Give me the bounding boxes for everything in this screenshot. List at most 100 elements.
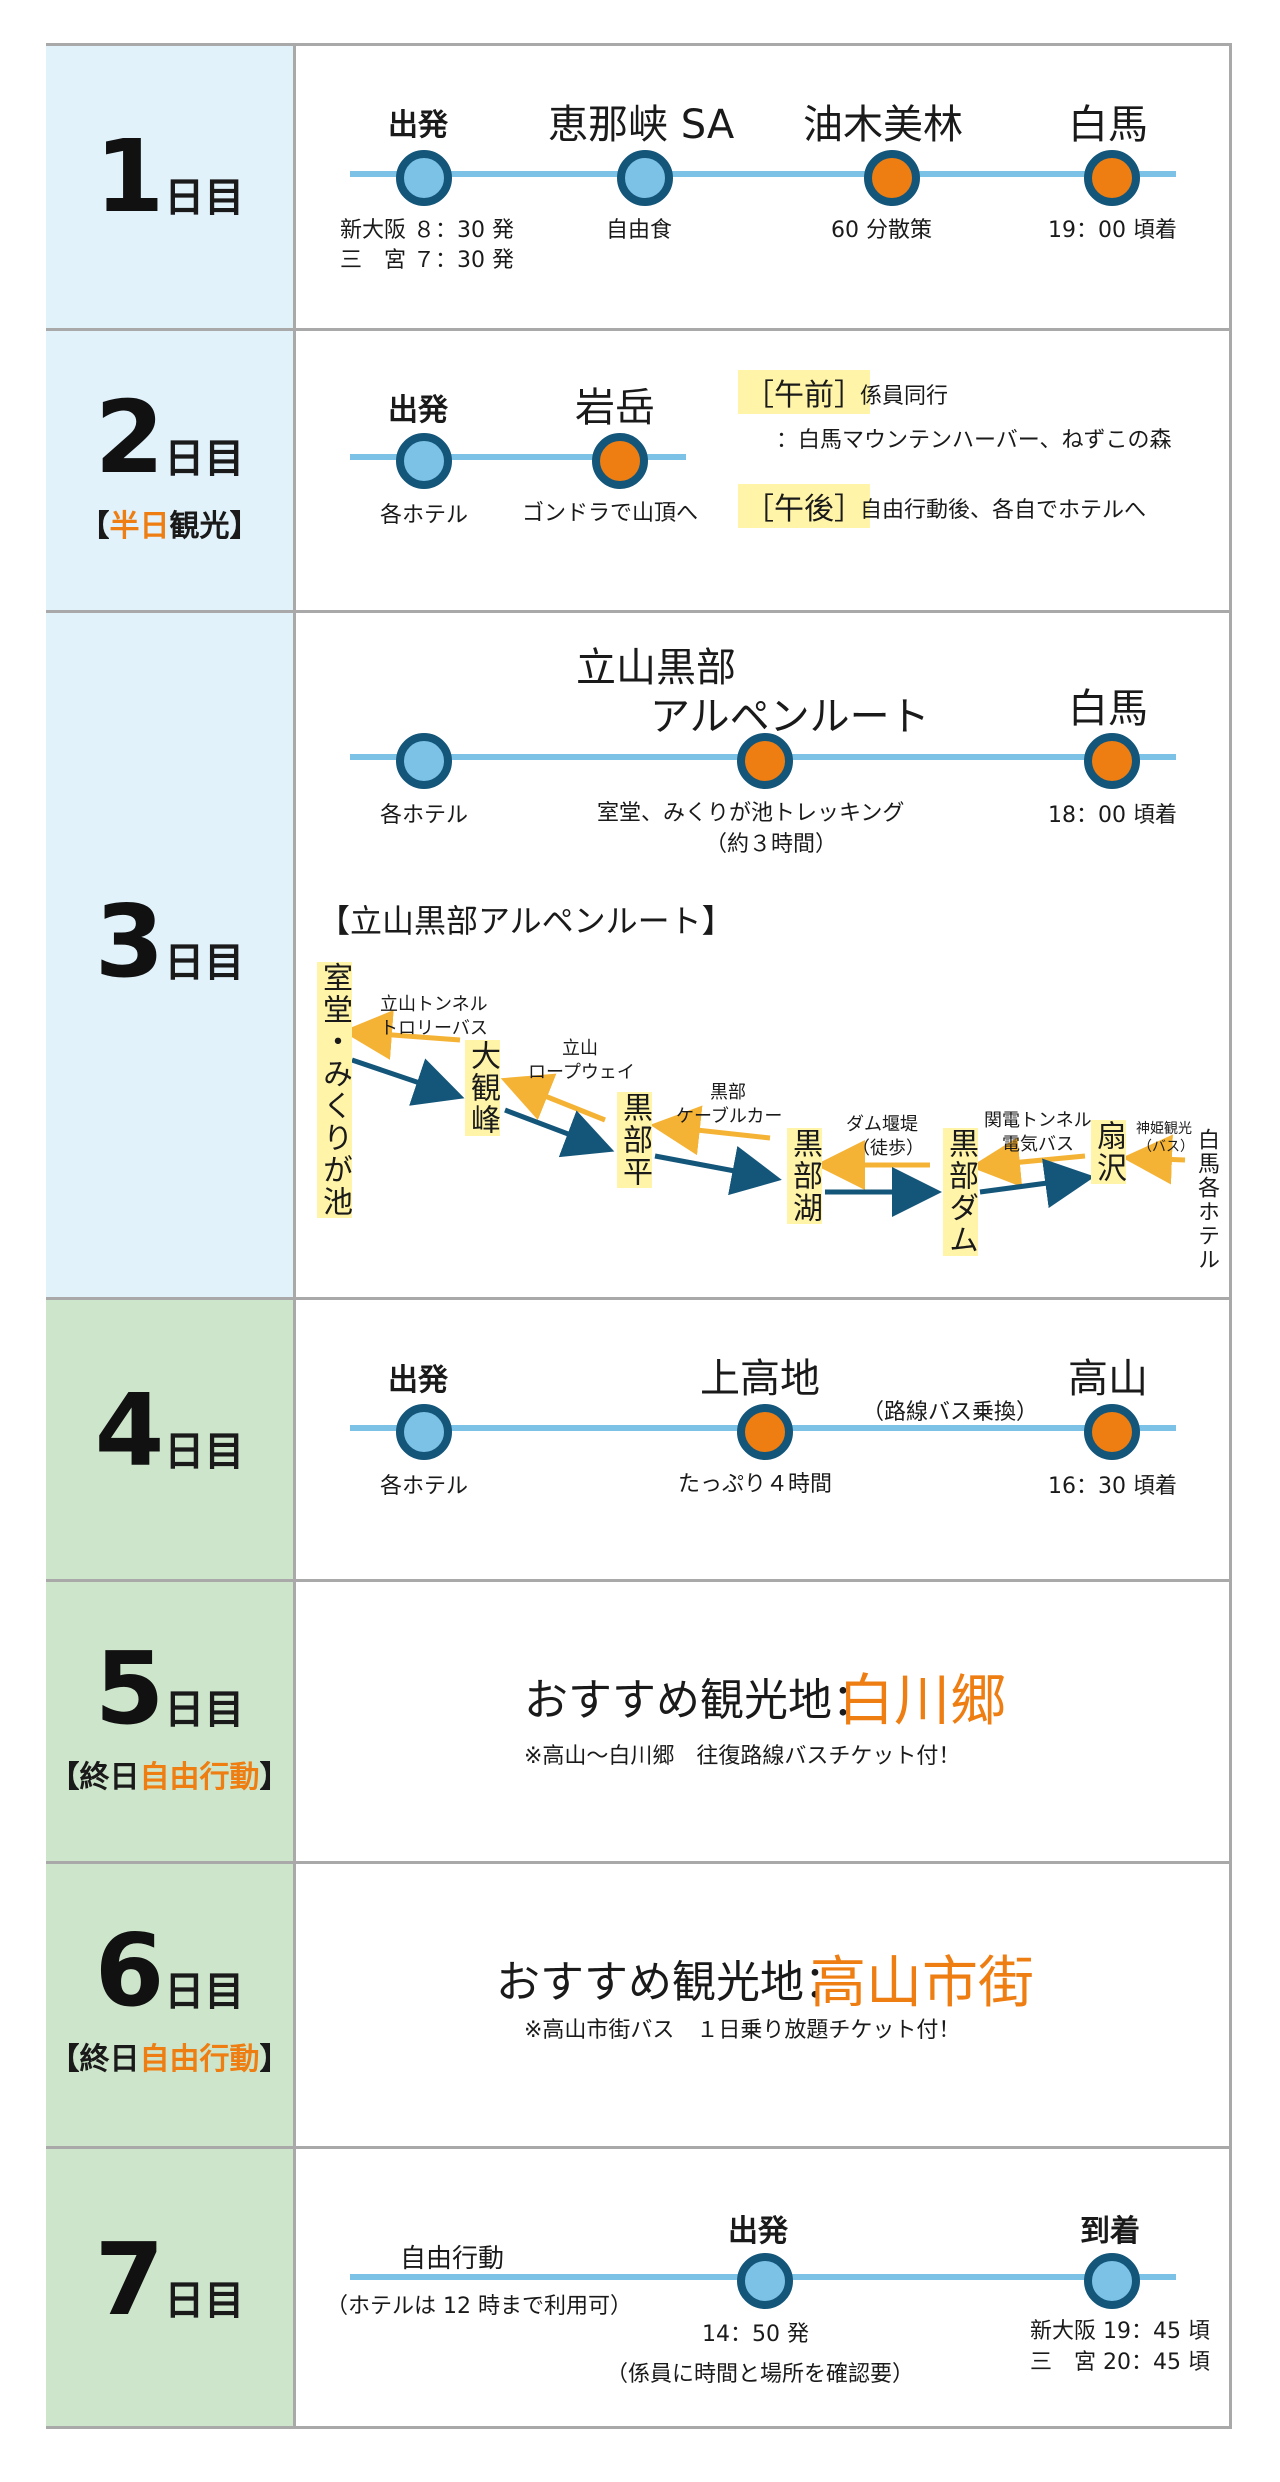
am-tag: ［午前］ [738,370,870,414]
note: （ホテルは 12 時まで利用可） [326,2294,632,2319]
station-label: 黒部平 [617,1092,652,1188]
row-divider [46,1861,1232,1864]
day-1-label: 1日目 [46,46,296,328]
recommend-place: 高山市街 [810,1951,1034,2016]
day-unit: 日目 [164,940,245,986]
transport-label: 立山トンネル [380,994,488,1015]
stop-label: 高山 [1068,1356,1148,1402]
route-arrow [970,1137,1086,1188]
stop-label: 油木美林 [803,102,963,148]
note: 三 宮 ７：30 発 [340,248,514,273]
timeline-dot [737,1404,793,1460]
transport-label: 関電トンネル [984,1110,1092,1131]
note: 各ホテル [380,1474,469,1499]
am-text: 係員同行 [860,384,949,409]
note: （路線バス乗換） [862,1400,1039,1425]
row-divider [46,1579,1232,1582]
day-3-label: 3日目 [46,613,296,1297]
transport-label: （徒歩） [852,1138,924,1159]
stop-label: 立山黒部 [576,645,736,691]
note: 三 宮 20：45 頃 [1030,2350,1210,2375]
timeline-line [350,171,1176,177]
timeline-dot [396,733,452,789]
day-unit: 日目 [164,1429,245,1475]
day-unit: 日目 [164,1969,245,2015]
timeline-dot [1084,150,1140,206]
row-divider [46,1297,1232,1300]
day-number: 4 [94,1372,165,1489]
recommend-place: 白川郷 [838,1669,1006,1734]
note: 19：00 頃着 [1048,218,1177,243]
route-diagram [342,1010,1186,1217]
pm-text: 自由行動後、各自でホテルへ [860,498,1147,523]
day-number: 2 [94,379,165,496]
day-subtitle: 【終日自由行動】 [49,2042,290,2077]
transport-label: （バス） [1138,1139,1194,1155]
day-number: 5 [94,1630,165,1747]
timeline-dot [592,433,648,489]
day-2-label: 2日目 【半日観光】 [46,331,296,610]
transport-label: ロープウェイ [528,1062,635,1083]
note: 各ホテル [380,803,469,828]
stop-label: 出発 [388,393,448,428]
stop-label: 出発 [728,2214,788,2249]
timeline-dot [864,150,920,206]
timeline-dot [617,150,673,206]
recommend-title: おすすめ観光地： [524,1675,876,1726]
timeline-dot [737,733,793,789]
station-label: 黒部湖 [787,1128,822,1224]
am-text-detail: ：白馬マウンテンハーバー、ねずこの森 [776,428,1172,453]
stop-label: 出発 [388,1363,448,1398]
day-unit: 日目 [164,436,245,482]
stop-label: 上高地 [700,1356,820,1402]
stop-label: アルペンルート [650,694,930,740]
timeline-dot [1084,2253,1140,2309]
transport-label: トロリーバス [380,1018,488,1039]
route-arrow [342,1010,461,1060]
stop-label: 白馬 [1068,102,1148,148]
day-number: 3 [94,883,165,1000]
day-subtitle: 【半日観光】 [79,509,260,544]
transport-label: 電気バス [1002,1134,1074,1155]
route-arrow [650,1105,771,1156]
note: 14：50 発 [702,2322,809,2347]
note: 各ホテル [380,503,469,528]
note: 18：00 頃着 [1048,803,1177,828]
day-unit: 日目 [164,2278,245,2324]
route-arrow [654,1146,782,1196]
day-number: 7 [94,2221,165,2338]
row-divider [46,2146,1232,2149]
station-label: 大観峰 [465,1040,500,1136]
timeline-dot [396,150,452,206]
timeline-dot [396,1404,452,1460]
stop-label: 恵那峡 SA [548,102,735,148]
row-divider [46,328,1232,331]
note: ゴンドラで山頂へ [522,501,699,526]
route-arrow [1122,1134,1186,1185]
note: 60 分散策 [831,218,932,243]
transport-label: 立山 [562,1038,598,1059]
timeline-line [350,454,686,460]
day-number: 6 [94,1912,165,2029]
route-arrow [500,1073,606,1123]
station-label: 室堂・みくりが池 [317,962,352,1218]
day-number: 1 [94,118,165,235]
note: 自由食 [606,218,673,243]
station-label: 黒部ダム [943,1128,978,1256]
day-4-label: 4日目 [46,1300,296,1579]
note: 室堂、みくりが池トレッキング [597,801,905,826]
transport-label: 黒部 [710,1082,746,1103]
note: 新大阪 ８：30 発 [340,218,514,243]
recommend-note: ※高山市街バス １日乗り放題チケット付！ [524,2018,961,2043]
stop-label: 到着 [1080,2214,1140,2249]
station-label: 扇沢 [1091,1120,1126,1184]
stop-label: 出発 [388,108,448,143]
row-divider [46,610,1232,613]
free-time-label: 自由行動 [400,2244,505,2274]
day-unit: 日目 [164,1687,245,1733]
timeline-dot [1084,733,1140,789]
timeline-dot [1084,1404,1140,1460]
pm-tag: ［午後］ [738,484,870,528]
route-arrow [351,1057,465,1106]
stop-label: 岩岳 [575,385,655,431]
